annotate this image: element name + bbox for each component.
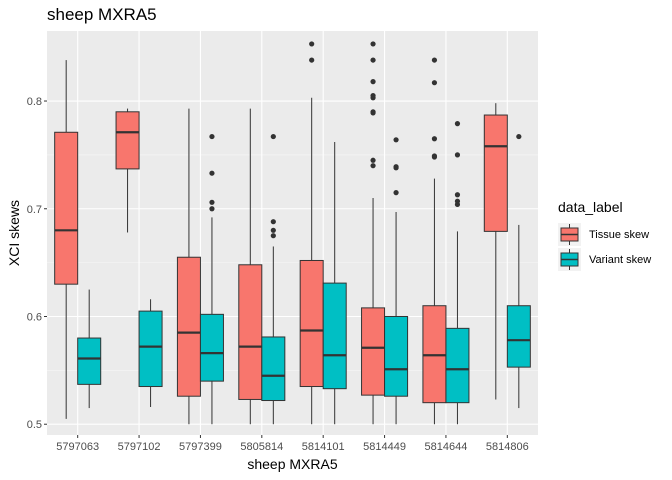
outlier-point [454,121,461,127]
box-1-7 [506,133,531,409]
x-tick-label: 5797399 [179,441,222,453]
box-body [238,264,263,400]
box-0-7 [483,103,508,400]
x-tick-label: 5814806 [486,441,529,453]
box-0-3 [238,108,263,425]
box-body [483,114,508,232]
y-tick-label: 0.8 [27,96,42,108]
box-body [54,131,79,285]
outlier-point [370,57,376,63]
box-1-5 [384,137,409,425]
y-tick-label: 0.5 [27,419,42,431]
outlier-point [393,164,399,170]
box-body [361,307,386,396]
legend-item-0: Tissue skew [558,223,649,246]
box-body [115,111,140,170]
box-body [199,313,224,382]
box-body [506,305,531,368]
box-layer [54,41,531,425]
box-0-4 [299,41,324,425]
outlier-point [270,227,276,233]
y-tick-label: 0.7 [27,204,42,216]
outlier-point [209,206,215,212]
box-1-3 [261,133,286,425]
outlier-point [370,163,376,169]
box-body [322,282,347,390]
outlier-point [393,190,399,196]
outlier-point [370,41,376,47]
box-body [176,256,201,397]
outlier-point [393,137,399,143]
box-1-6 [445,121,470,425]
outlier-point [370,79,376,85]
box-body [138,310,163,388]
outlier-point [431,80,438,86]
outlier-point [516,133,522,140]
legend: data_label Tissue skew Variant skew [558,199,651,271]
x-axis: 5797063 5797102 5797399 5805814 5814101 58144… [56,435,529,453]
x-tick-label: 5797063 [56,441,99,453]
outlier-point [370,157,376,163]
outlier-point [431,153,438,159]
outlier-point [209,170,215,176]
y-axis-title: XCI skews [6,200,22,266]
outlier-point [270,233,276,239]
box-1-1 [138,299,163,407]
legend-label: Tissue skew [589,229,649,241]
outlier-point [454,198,461,204]
x-tick-label: 5797102 [118,441,161,453]
x-tick-label: 5814449 [363,441,406,453]
outlier-point [370,109,376,115]
box-0-2 [176,108,201,425]
outlier-point [270,133,276,140]
box-body [299,259,324,388]
legend-label: Variant skew [589,254,651,266]
y-axis: 0.5 0.6 0.7 0.8 [27,96,47,431]
box-body [445,327,470,404]
outlier-point [431,57,438,63]
y-tick-label: 0.6 [27,311,42,323]
legend-title: data_label [558,199,623,215]
outlier-point [209,199,215,205]
outlier-point [309,41,315,47]
box-body [384,315,409,397]
outlier-point [270,219,276,225]
box-body [261,336,286,402]
outlier-point [454,192,461,198]
box-1-4 [322,141,347,425]
x-tick-label: 5814644 [425,441,468,453]
outlier-point [309,57,315,63]
box-0-1 [115,108,140,233]
outlier-point [454,152,461,158]
box-1-2 [199,133,224,425]
outlier-point [209,133,215,140]
box-0-5 [361,41,386,425]
box-1-0 [77,289,102,409]
x-tick-label: 5805814 [240,441,283,453]
box-0-6 [422,57,447,425]
outlier-point [370,93,376,99]
legend-item-1: Variant skew [558,248,651,271]
outlier-point [431,136,438,142]
box-0-0 [54,60,79,419]
chart-title: sheep MXRA5 [47,5,157,24]
x-tick-label: 5814101 [302,441,345,453]
x-axis-title: sheep MXRA5 [247,456,337,472]
box-body [77,337,102,385]
